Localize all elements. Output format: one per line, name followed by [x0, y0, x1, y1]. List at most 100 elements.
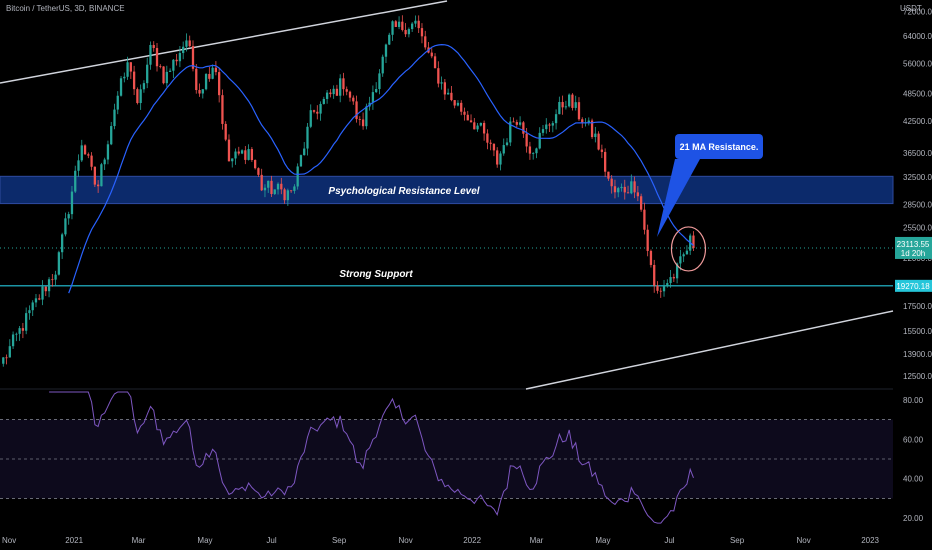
candle-body-70: [231, 158, 234, 162]
candle-body-148: [486, 133, 489, 143]
candle-body-88: [289, 190, 293, 192]
candle-body-151: [496, 150, 499, 165]
x-tick-label-12: Nov: [796, 536, 810, 545]
candle-body-8: [28, 310, 31, 314]
y-tick-label-2: 56000.00: [903, 60, 932, 69]
candle-body-9: [31, 302, 34, 311]
candle-body-125: [411, 23, 414, 30]
candle-body-34: [113, 109, 116, 127]
candle-body-6: [21, 328, 25, 331]
candle-body-175: [574, 102, 577, 108]
candle-body-167: [548, 124, 551, 126]
candle-body-126: [414, 20, 417, 24]
candle-body-114: [375, 89, 378, 93]
candle-body-191: [626, 192, 630, 194]
candle-body-16: [54, 274, 57, 280]
candle-body-180: [590, 120, 594, 138]
candle-body-152: [499, 153, 502, 165]
candle-body-69: [227, 139, 231, 162]
candle-body-108: [355, 101, 358, 120]
candle-body-82: [270, 180, 273, 195]
candle-body-7: [25, 313, 28, 331]
rsi-line: [49, 391, 694, 524]
candle-body-111: [365, 106, 368, 127]
candle-body-147: [482, 122, 486, 134]
candle-body-173: [568, 94, 571, 107]
candle-body-162: [532, 153, 535, 154]
candle-body-18: [61, 234, 64, 253]
candle-body-97: [319, 103, 322, 114]
candle-body-77: [253, 160, 257, 169]
candle-body-59: [195, 68, 198, 91]
candle-body-91: [299, 155, 303, 167]
candle-body-120: [394, 21, 397, 27]
candle-body-160: [525, 133, 528, 147]
candle-body-177: [581, 119, 584, 124]
candle-body-32: [106, 144, 110, 160]
candle-body-198: [649, 250, 653, 265]
candle-body-155: [509, 121, 512, 143]
candle-body-96: [316, 111, 319, 114]
candle-body-84: [276, 183, 280, 190]
candle-body-41: [136, 89, 139, 104]
candle-body-93: [306, 126, 309, 149]
candle-body-149: [489, 142, 492, 144]
candle-body-87: [286, 190, 289, 201]
candle-body-137: [450, 92, 453, 101]
candle-body-81: [267, 180, 270, 188]
candle-body-104: [342, 78, 345, 90]
candle-body-44: [146, 64, 149, 84]
candle-body-85: [280, 183, 283, 190]
candle-body-51: [168, 70, 172, 72]
candle-body-184: [604, 151, 607, 172]
candle-body-48: [159, 66, 162, 68]
x-tick-label-4: Jul: [266, 536, 276, 545]
candle-body-103: [339, 78, 342, 96]
candle-body-27: [90, 155, 93, 167]
candle-body-105: [345, 89, 348, 92]
candle-body-100: [329, 92, 332, 95]
candle-body-150: [492, 143, 496, 151]
candle-body-174: [571, 94, 574, 108]
candle-body-163: [535, 148, 538, 154]
candle-body-156: [512, 121, 515, 123]
candle-body-63: [208, 73, 211, 79]
candle-body-139: [456, 102, 460, 106]
candle-body-99: [325, 92, 329, 99]
candle-body-169: [554, 114, 558, 124]
candle-body-42: [139, 89, 142, 104]
candle-body-52: [172, 59, 175, 71]
candle-body-136: [446, 92, 450, 95]
x-tick-label-7: 2022: [463, 536, 481, 545]
candle-body-145: [476, 125, 479, 130]
candle-body-2: [8, 346, 11, 358]
ma-callout-pointer: [657, 159, 700, 237]
candle-body-110: [361, 119, 365, 127]
candle-body-119: [391, 21, 394, 35]
candle-body-28: [93, 166, 97, 185]
candle-body-131: [430, 52, 433, 57]
candle-body-199: [653, 264, 656, 286]
candle-body-37: [123, 76, 126, 79]
candle-body-64: [211, 67, 214, 79]
candle-body-89: [293, 186, 296, 191]
candle-body-106: [348, 91, 352, 98]
candle-body-33: [110, 126, 113, 145]
candle-body-200: [656, 285, 659, 291]
y-tick-label-8: 25500.00: [903, 223, 932, 232]
candle-body-72: [237, 151, 240, 154]
support-price-tag: [895, 279, 932, 292]
candle-body-168: [551, 123, 554, 126]
candle-body-90: [296, 166, 299, 187]
x-tick-label-11: Sep: [730, 536, 745, 545]
candle-body-66: [218, 72, 221, 96]
candle-body-50: [165, 71, 168, 84]
candle-body-179: [587, 120, 590, 123]
rsi-tick-label-1: 60.00: [903, 435, 924, 444]
strong-support-label: Strong Support: [339, 269, 413, 280]
candle-body-68: [224, 123, 227, 140]
candle-body-83: [273, 189, 276, 195]
candle-body-86: [283, 189, 286, 201]
candle-body-80: [263, 187, 267, 191]
candle-body-204: [669, 277, 672, 284]
